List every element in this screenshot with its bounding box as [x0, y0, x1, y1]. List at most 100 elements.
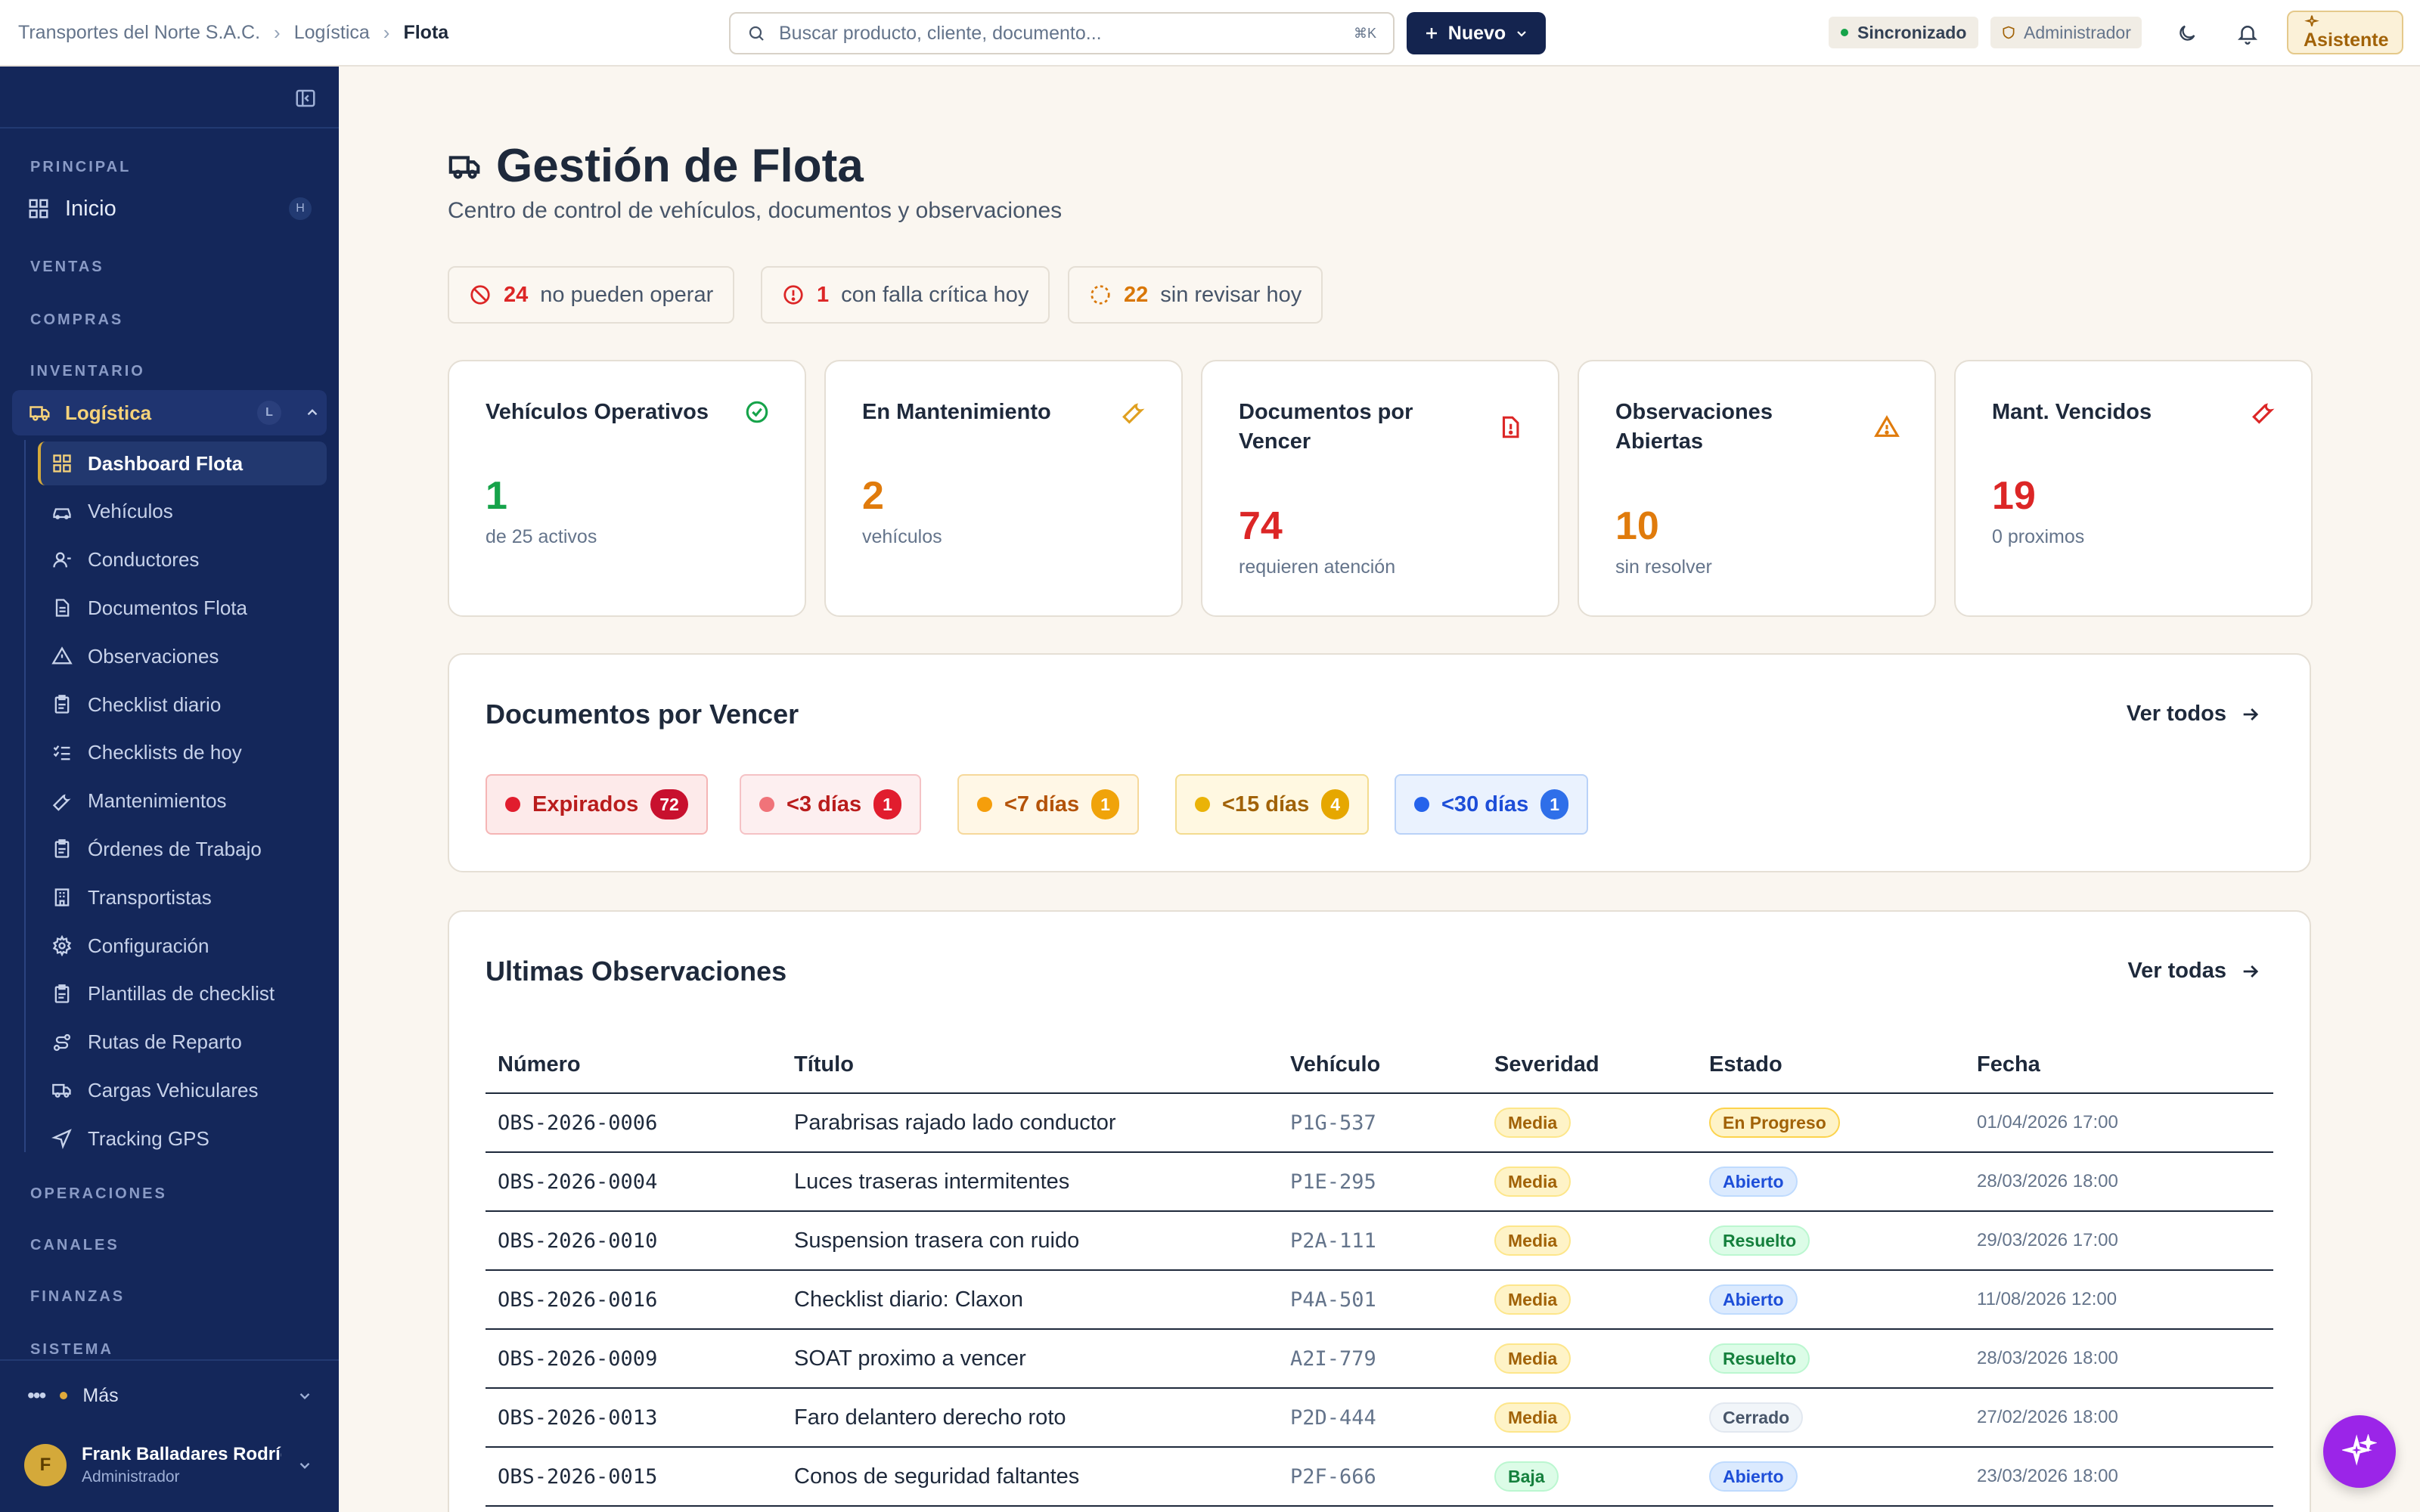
assistant-button[interactable]: Asistente	[2287, 11, 2403, 54]
status-badge: En Progreso	[1709, 1108, 1840, 1138]
sidebar-item-label: Checklists de hoy	[88, 741, 242, 764]
kpi-caption: requieren atención	[1239, 556, 1396, 578]
doc-filter-3-days[interactable]: <3 días 1	[740, 774, 921, 835]
alert-text: con falla crítica hoy	[841, 282, 1029, 307]
search-input[interactable]	[779, 22, 1340, 45]
table-row[interactable]: OBS-2026-0004 Luces traseras intermitente…	[486, 1152, 2273, 1212]
severity-badge: Media	[1494, 1402, 1571, 1433]
sidebar-subitem-7[interactable]: Mantenimientos	[38, 779, 327, 823]
sidebar-subitem-8[interactable]: Órdenes de Trabajo	[38, 827, 327, 871]
obs-date: 01/04/2026 17:00	[1965, 1093, 2273, 1153]
kpi-card-documents[interactable]: Documentos por Vencer 74 requieren atenc…	[1201, 360, 1559, 617]
doc-filter-15-days[interactable]: <15 días 4	[1175, 774, 1370, 835]
alert-chip-cannot-operate[interactable]: 24 no pueden operar	[448, 266, 735, 324]
kpi-card-maintenance[interactable]: En Mantenimiento 2 vehículos	[824, 360, 1183, 617]
new-button[interactable]: Nuevo	[1407, 12, 1546, 54]
doc-filter-label: <30 días	[1441, 792, 1529, 816]
submenu-rail	[24, 440, 26, 1152]
role-badge[interactable]: Administrador	[1990, 17, 2142, 48]
avatar: F	[24, 1444, 67, 1486]
bell-icon	[2236, 22, 2259, 45]
more-label: Más	[82, 1384, 119, 1406]
sidebar-subitem-0[interactable]: Dashboard Flota	[38, 442, 327, 485]
status-dot-icon	[1195, 797, 1210, 812]
breadcrumb-logistica[interactable]: Logística	[293, 21, 370, 43]
table-row[interactable]: OBS-2026-0009 SOAT proximo a vencer A2I-77…	[486, 1329, 2273, 1389]
severity-badge: Media	[1494, 1167, 1571, 1197]
sidebar-subitem-1[interactable]: Vehículos	[38, 490, 327, 534]
sidebar-subitem-2[interactable]: Conductores	[38, 538, 327, 582]
column-header[interactable]: Severidad	[1482, 1037, 1697, 1094]
view-all-documents-link[interactable]: Ver todos	[2127, 702, 2261, 727]
obs-title: Parabrisas rajado lado conductor	[782, 1093, 1278, 1153]
doc-filter-count: 4	[1321, 789, 1350, 820]
sidebar-subitem-12[interactable]: Rutas de Reparto	[38, 1021, 327, 1064]
sync-status[interactable]: Sincronizado	[1829, 17, 1979, 48]
theme-toggle-button[interactable]	[2170, 17, 2204, 50]
section-canales[interactable]: CANALES	[30, 1237, 119, 1253]
kpi-label: En Mantenimiento	[862, 400, 1051, 424]
sidebar-group-logistica[interactable]: Logística L	[12, 390, 327, 435]
severity-badge: Baja	[1494, 1461, 1559, 1492]
kpi-card-overdue-maintenance[interactable]: Mant. Vencidos 19 0 proximos	[1954, 360, 2313, 617]
grid-icon	[27, 197, 50, 220]
table-row[interactable]: OBS-2026-0013 Faro delantero derecho roto…	[486, 1388, 2273, 1448]
doc-filter-30-days[interactable]: <30 días 1	[1395, 774, 1589, 835]
collapse-sidebar-button[interactable]	[290, 83, 321, 113]
section-ventas[interactable]: VENTAS	[30, 259, 104, 275]
section-inventario[interactable]: INVENTARIO	[30, 363, 145, 380]
observations-panel-title: Ultimas Observaciones	[486, 956, 787, 987]
breadcrumb-company[interactable]: Transportes del Norte S.A.C.	[18, 21, 261, 43]
sidebar-subitem-11[interactable]: Plantillas de checklist	[38, 972, 327, 1016]
more-menu-button[interactable]: ••• Más	[27, 1379, 315, 1412]
sidebar-item-inicio[interactable]: Inicio H	[27, 192, 315, 225]
column-header[interactable]: Fecha	[1965, 1037, 2273, 1094]
section-operaciones[interactable]: OPERACIONES	[30, 1185, 167, 1202]
sidebar-item-label: Mantenimientos	[88, 789, 227, 813]
status-badge: Abierto	[1709, 1461, 1798, 1492]
sidebar-subitem-3[interactable]: Documentos Flota	[38, 586, 327, 630]
table-row[interactable]: OBS-2026-0010 Suspension trasera con ruid…	[486, 1211, 2273, 1271]
obs-status-cell: Resuelto	[1697, 1211, 1965, 1271]
view-all-observations-link[interactable]: Ver todas	[2127, 959, 2261, 984]
alert-count: 22	[1124, 282, 1149, 307]
table-row[interactable]: OBS-2026-0016 Checklist diario: Claxon P4A…	[486, 1270, 2273, 1330]
section-compras[interactable]: COMPRAS	[30, 311, 124, 328]
status-badge: Cerrado	[1709, 1402, 1804, 1433]
gear-icon	[51, 935, 73, 956]
doc-filter-7-days[interactable]: <7 días 1	[957, 774, 1139, 835]
table-row[interactable]: OBS-2026-0006 Parabrisas rajado lado cond…	[486, 1093, 2273, 1153]
page-subtitle: Centro de control de vehículos, document…	[448, 198, 1063, 223]
obs-severity-cell: Baja	[1482, 1447, 1697, 1507]
doc-filter-expired[interactable]: Expirados 72	[486, 774, 708, 835]
search-box[interactable]: ⌘K	[729, 12, 1395, 54]
table-row[interactable]: OBS-2026-0015 Conos de seguridad faltante…	[486, 1447, 2273, 1507]
sidebar-subitem-5[interactable]: Checklist diario	[38, 683, 327, 727]
sidebar-subitem-4[interactable]: Observaciones	[38, 634, 327, 678]
column-header[interactable]: Vehículo	[1278, 1037, 1482, 1094]
kpi-card-operational[interactable]: Vehículos Operativos 1 de 25 activos	[448, 360, 806, 617]
sidebar-subitem-13[interactable]: Cargas Vehiculares	[38, 1068, 327, 1112]
obs-status-cell: Abierto	[1697, 1270, 1965, 1330]
section-finanzas[interactable]: FINANZAS	[30, 1288, 126, 1305]
kpi-value: 10	[1615, 504, 1659, 548]
column-header[interactable]: Estado	[1697, 1037, 1965, 1094]
obs-status-cell: Abierto	[1697, 1152, 1965, 1212]
section-sistema[interactable]: SISTEMA	[30, 1341, 113, 1358]
chevron-down-icon	[1515, 26, 1528, 40]
sidebar-subitem-6[interactable]: Checklists de hoy	[38, 731, 327, 775]
column-header[interactable]: Número	[486, 1037, 782, 1094]
sidebar-subitem-9[interactable]: Transportistas	[38, 875, 327, 919]
sidebar-subitem-14[interactable]: Tracking GPS	[38, 1117, 327, 1160]
ai-assistant-fab[interactable]	[2323, 1415, 2396, 1488]
new-button-label: Nuevo	[1447, 22, 1506, 44]
obs-severity-cell: Media	[1482, 1388, 1697, 1448]
column-header[interactable]: Título	[782, 1037, 1278, 1094]
user-menu[interactable]: F Frank Balladares Rodríguez Administrad…	[24, 1441, 327, 1489]
kpi-card-observations[interactable]: Observaciones Abiertas 10 sin resolver	[1578, 360, 1936, 617]
alert-chip-critical-failure[interactable]: 1 con falla crítica hoy	[761, 266, 1050, 324]
sidebar-subitem-10[interactable]: Configuración	[38, 924, 327, 968]
alert-chip-not-reviewed[interactable]: 22 sin revisar hoy	[1068, 266, 1323, 324]
observations-table: Número Título Vehículo Severidad Estado …	[486, 1037, 2273, 1507]
notifications-button[interactable]	[2231, 17, 2264, 50]
